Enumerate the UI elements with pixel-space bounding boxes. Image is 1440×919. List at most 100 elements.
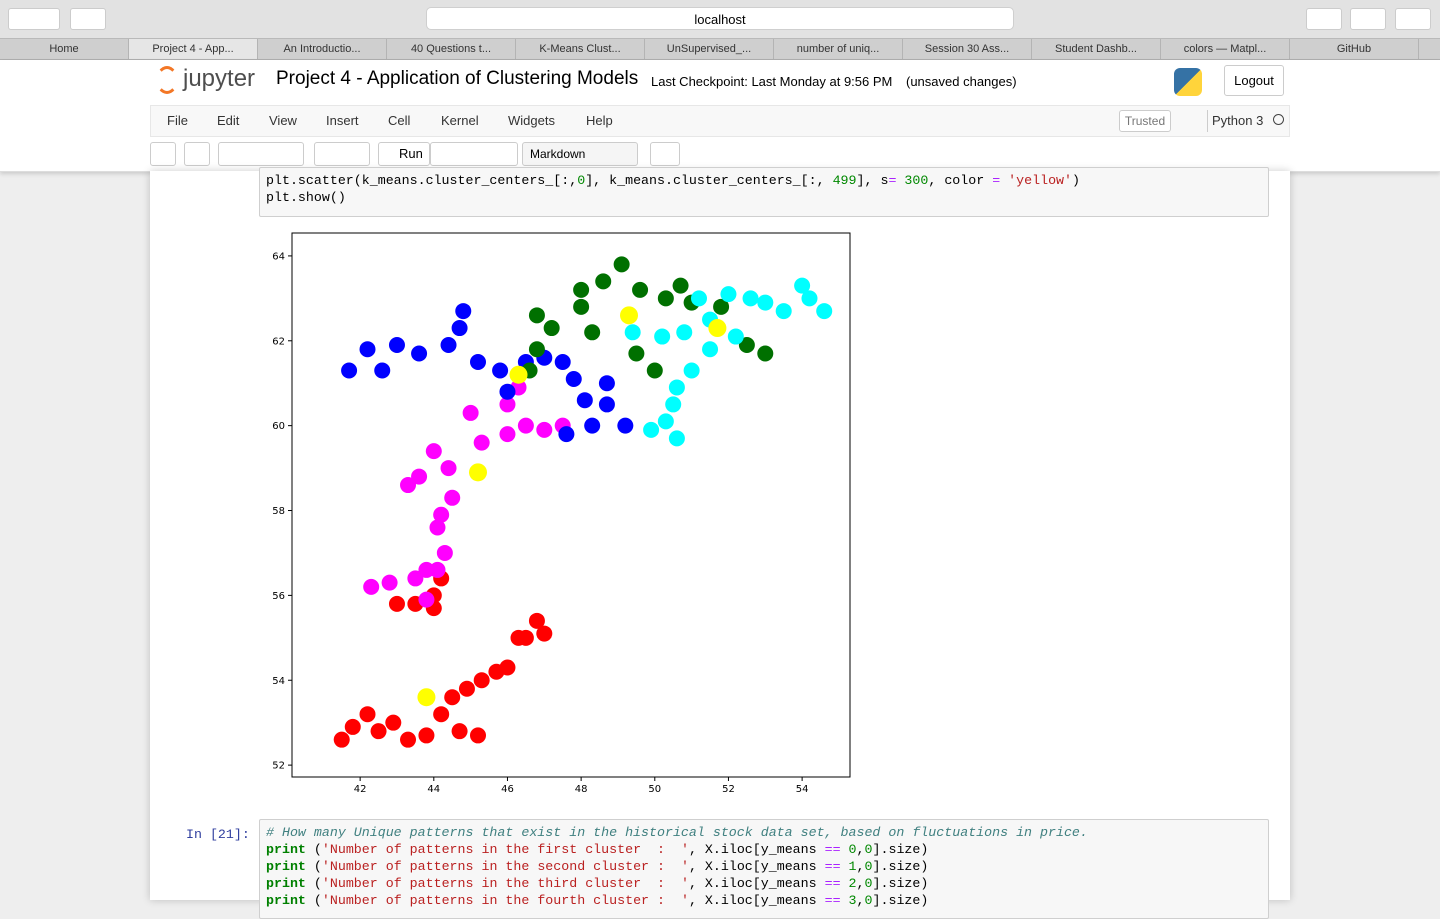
- scatter-point: [757, 345, 774, 362]
- scatter-point: [573, 281, 590, 298]
- scatter-point: [499, 383, 516, 400]
- cut-copy-paste[interactable]: [218, 142, 304, 166]
- scatter-point: [554, 353, 571, 370]
- url-bar[interactable]: localhost: [426, 7, 1014, 30]
- browser-tab[interactable]: 40 Questions t...: [387, 39, 516, 59]
- code-cell[interactable]: plt.scatter(k_means.cluster_centers_[:,0…: [259, 167, 1269, 217]
- scatter-point: [584, 324, 601, 341]
- scatter-point: [359, 341, 376, 358]
- cluster-center: [509, 365, 528, 384]
- scatter-point: [584, 417, 601, 434]
- scatter-point: [738, 337, 755, 354]
- menu-item[interactable]: Help: [586, 113, 613, 128]
- move-buttons[interactable]: [314, 142, 370, 166]
- scatter-point: [344, 718, 361, 735]
- scatter-point: [473, 672, 490, 689]
- run-button[interactable]: Run: [378, 142, 430, 166]
- checkpoint: Last Checkpoint: Last Monday at 9:56 PM: [651, 74, 893, 89]
- scatter-point: [440, 337, 457, 354]
- jupyter-header: jupyter Project 4 - Application of Clust…: [0, 60, 1440, 172]
- scatter-point: [665, 396, 682, 413]
- scatter-point: [676, 324, 693, 341]
- scatter-point: [359, 706, 376, 723]
- menu-item[interactable]: File: [167, 113, 188, 128]
- nav-buttons[interactable]: [8, 8, 60, 30]
- scatter-point: [388, 595, 405, 612]
- sidebar-button[interactable]: [70, 8, 106, 30]
- code-line: print ('Number of patterns in the first …: [266, 842, 929, 857]
- notebook-title[interactable]: Project 4 - Application of Clustering Mo…: [276, 68, 639, 89]
- scatter-point: [643, 421, 660, 438]
- menu-item[interactable]: Widgets: [508, 113, 555, 128]
- logout-button[interactable]: Logout: [1224, 65, 1284, 96]
- scatter-chart: 52 54 56 58 60 62 64 42 44 46 48 50 52 54: [272, 232, 851, 795]
- scatter-point: [775, 303, 792, 320]
- menu-item[interactable]: Cell: [388, 113, 411, 128]
- menu-item[interactable]: Edit: [217, 113, 240, 128]
- keyboard-button[interactable]: [650, 142, 680, 166]
- code-cell[interactable]: # How many Unique patterns that exist in…: [259, 819, 1269, 919]
- browser-tab[interactable]: Session 30 Ass...: [903, 39, 1032, 59]
- kernel-buttons[interactable]: [430, 142, 518, 166]
- browser-tab[interactable]: number of uniq...: [774, 39, 903, 59]
- y-tick-label: 58: [272, 506, 285, 517]
- scatter-point: [411, 468, 428, 485]
- scatter-point: [451, 723, 468, 740]
- trusted-indicator[interactable]: Trusted: [1119, 110, 1171, 132]
- scatter-point: [407, 570, 424, 587]
- scatter-point: [702, 341, 719, 358]
- scatter-point: [470, 727, 486, 744]
- save-button[interactable]: [150, 142, 176, 166]
- browser-tab[interactable]: Home: [0, 39, 129, 59]
- python-logo: [1174, 68, 1202, 96]
- kernel-name: Python 3: [1212, 113, 1264, 128]
- share-button[interactable]: [1350, 8, 1386, 30]
- insert-button[interactable]: [184, 142, 210, 166]
- scatter-point: [444, 489, 461, 506]
- scatter-point: [400, 477, 417, 494]
- scatter-point: [451, 320, 468, 337]
- browser-tab[interactable]: UnSupervised_...: [645, 39, 774, 59]
- scatter-point: [425, 443, 442, 460]
- scatter-point: [657, 290, 674, 307]
- scatter-point: [333, 731, 350, 748]
- cluster-center: [417, 688, 436, 707]
- scatter-point: [411, 345, 428, 362]
- menu-item[interactable]: View: [269, 113, 297, 128]
- browser-tab[interactable]: GitHub: [1290, 39, 1419, 59]
- scatter-point: [672, 277, 689, 294]
- browser-tab[interactable]: colors — Matpl...: [1161, 39, 1290, 59]
- logo-text[interactable]: jupyter: [183, 65, 256, 92]
- scatter-point: [528, 341, 545, 358]
- cell-prompt: In [21]:: [186, 827, 250, 842]
- menu-item[interactable]: Kernel: [441, 113, 479, 128]
- scatter-point: [536, 625, 553, 642]
- browser-tab[interactable]: Student Dashb...: [1032, 39, 1161, 59]
- browser-tab[interactable]: K-Means Clust...: [516, 39, 645, 59]
- scatter-point: [727, 328, 744, 345]
- browser-tab[interactable]: An Introductio...: [258, 39, 387, 59]
- scatter-point: [816, 303, 833, 320]
- scatter-point: [720, 286, 737, 303]
- download-button[interactable]: [1306, 8, 1342, 30]
- scatter-point: [418, 561, 435, 578]
- code-line: print ('Number of patterns in the third …: [266, 876, 929, 891]
- cell-type-select[interactable]: Markdown: [522, 142, 638, 166]
- scatter-point: [536, 421, 553, 438]
- menu-item[interactable]: Insert: [326, 113, 359, 128]
- code-line: plt.show(): [266, 190, 346, 205]
- scatter-point: [690, 290, 707, 307]
- x-tick-label: 46: [501, 784, 514, 795]
- scatter-point: [341, 362, 358, 379]
- menu-bar: Trusted Python 3 File Edit View Insert Cell K…: [150, 105, 1290, 137]
- browser-tab[interactable]: Project 4 - App...: [129, 39, 258, 59]
- scatter-point: [657, 413, 674, 430]
- scatter-point: [499, 426, 516, 443]
- tabs-button[interactable]: [1395, 8, 1431, 30]
- scatter-point: [517, 417, 534, 434]
- scatter-point: [528, 307, 545, 324]
- scatter-point: [429, 561, 446, 578]
- y-tick-label: 56: [272, 591, 285, 602]
- scatter-point: [713, 298, 730, 315]
